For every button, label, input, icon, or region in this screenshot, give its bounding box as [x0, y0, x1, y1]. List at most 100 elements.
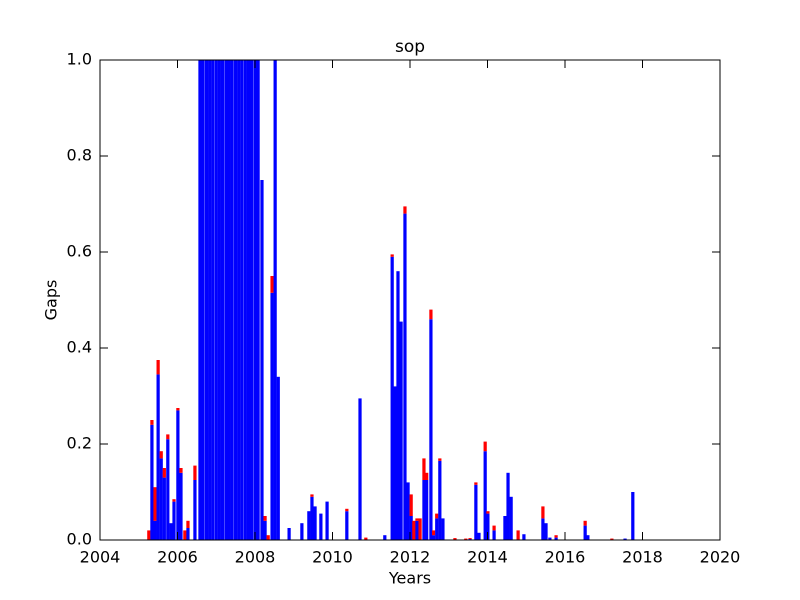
- bar-segment: [358, 398, 362, 540]
- bar-segment: [483, 441, 487, 452]
- x-tick-label: 2008: [235, 548, 276, 567]
- x-tick-label: 2016: [545, 548, 586, 567]
- bar-segment: [409, 494, 413, 516]
- bar-segment: [234, 60, 238, 540]
- bar-segment: [422, 480, 426, 540]
- bar-segment: [227, 60, 231, 540]
- bar-segment: [509, 496, 513, 540]
- bar-segment: [186, 520, 190, 528]
- x-tick-label: 2020: [700, 548, 741, 567]
- x-tick-label: 2012: [390, 548, 431, 567]
- bar-segment: [468, 538, 472, 540]
- bar-segment: [256, 60, 260, 540]
- bar-segment: [544, 523, 548, 540]
- x-tick-label: 2014: [467, 548, 508, 567]
- bar-segment: [435, 518, 439, 540]
- plot-area: [147, 60, 635, 540]
- bar-segment: [429, 319, 433, 540]
- bar-segment: [260, 180, 264, 540]
- bar-segment: [345, 511, 349, 540]
- bar-segment: [393, 386, 397, 540]
- bar-segment: [390, 254, 394, 257]
- bar-segment: [396, 271, 400, 540]
- bar-segment: [390, 256, 394, 540]
- bar-segment: [172, 499, 176, 502]
- bar-segment: [183, 530, 187, 540]
- bar-segment: [310, 494, 314, 497]
- bar-segment: [464, 538, 468, 540]
- bar-segment: [208, 60, 212, 540]
- bar-segment: [453, 538, 457, 540]
- bar-segment: [249, 60, 254, 540]
- y-tick-label: 0.2: [67, 434, 92, 453]
- bar-segment: [313, 506, 317, 540]
- y-tick-label: 1.0: [67, 50, 92, 69]
- bar-segment: [383, 535, 387, 540]
- bar-segment: [162, 468, 166, 478]
- bar-segment: [399, 321, 403, 540]
- bar-segment: [230, 60, 234, 540]
- bar-segment: [159, 451, 163, 459]
- bar-segment: [159, 458, 163, 540]
- bar-segment: [224, 60, 228, 540]
- bar-segment: [198, 60, 202, 540]
- bar-segment: [610, 538, 614, 540]
- bar-segment: [147, 530, 151, 540]
- bar-segment: [214, 60, 218, 540]
- y-tick-label: 0.8: [67, 146, 92, 165]
- bar-segment: [153, 520, 157, 540]
- bar-segment: [243, 60, 247, 540]
- bar-segment: [246, 60, 251, 540]
- bar-segment: [193, 480, 197, 540]
- bar-segment: [220, 60, 225, 540]
- bar-segment: [403, 213, 407, 540]
- bar-segment: [432, 530, 436, 536]
- bar-segment: [412, 520, 416, 540]
- bar-segment: [319, 513, 323, 540]
- bar-segment: [364, 537, 368, 540]
- chart-title: sop: [395, 37, 425, 57]
- bar-segment: [403, 206, 407, 214]
- bar-segment: [325, 501, 329, 540]
- bar-segment: [506, 472, 510, 540]
- bar-segment: [583, 525, 587, 540]
- bar-segment: [240, 60, 244, 540]
- bar-segment: [477, 532, 481, 540]
- bar-segment: [237, 60, 241, 540]
- bar-segment: [486, 513, 490, 540]
- bar-segment: [273, 60, 277, 540]
- x-axis-label: Years: [388, 569, 431, 588]
- bar-segment: [474, 484, 478, 540]
- bar-segment: [263, 520, 267, 540]
- bar-segment: [211, 60, 215, 540]
- bar-segment: [486, 511, 490, 514]
- bar-segment: [166, 434, 170, 440]
- bar-segment: [438, 458, 442, 461]
- bar-segment: [150, 420, 154, 425]
- bar-segment: [548, 537, 552, 540]
- bar-segment: [586, 535, 590, 540]
- bar-segment: [307, 511, 311, 540]
- bar-segment: [156, 374, 160, 540]
- bar-segment: [583, 520, 587, 526]
- bar-segment: [300, 523, 304, 540]
- bar-segment: [516, 530, 520, 540]
- bar-segment: [345, 508, 349, 512]
- bar-segment: [270, 292, 274, 540]
- x-tick-label: 2006: [157, 548, 198, 567]
- bar-segment: [441, 518, 445, 540]
- bar-segment: [176, 410, 180, 540]
- bar-segment: [276, 376, 280, 540]
- bar-segment: [503, 516, 507, 540]
- bar-segment: [554, 535, 558, 538]
- bar-segment: [631, 492, 635, 540]
- y-axis-label: Gaps: [42, 280, 61, 321]
- y-tick-label: 0.4: [67, 338, 92, 357]
- bar-segment: [217, 60, 221, 540]
- bar-segment: [270, 276, 274, 293]
- bar-segment: [432, 535, 436, 540]
- bar-segment: [162, 477, 166, 540]
- bar-segment: [415, 518, 419, 521]
- bar-segment: [541, 506, 545, 519]
- bar-segment: [172, 501, 176, 540]
